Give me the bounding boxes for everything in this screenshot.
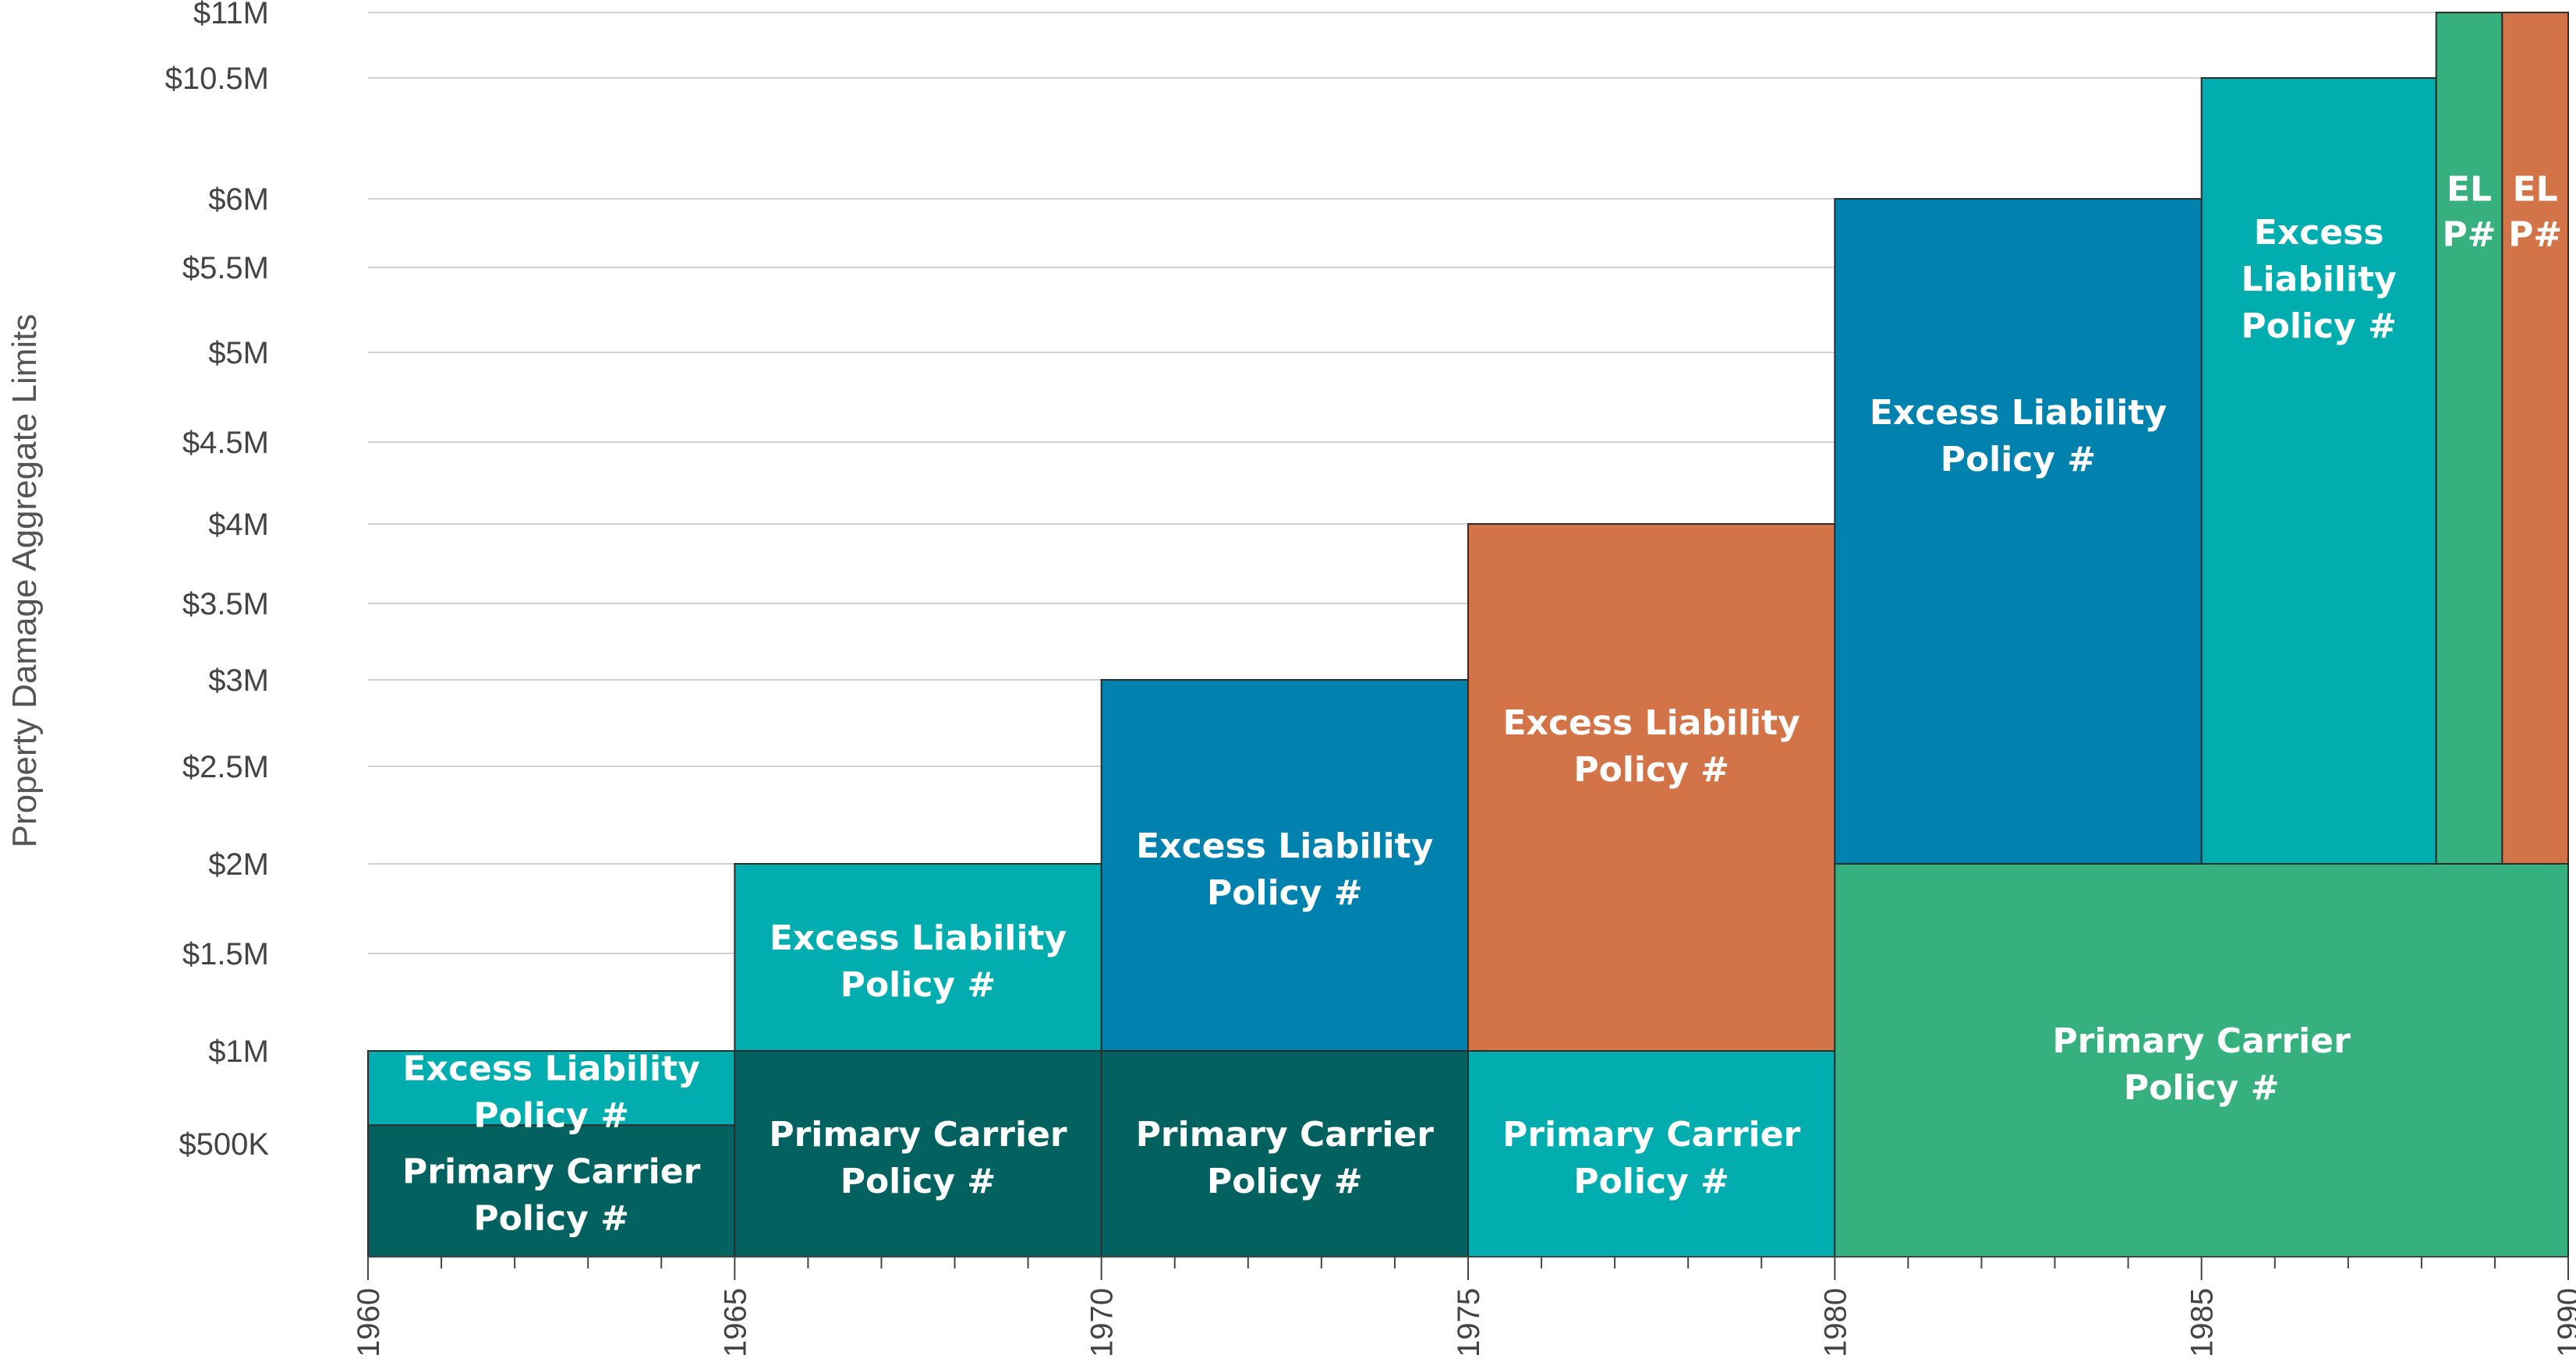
policy-block-label: Policy #: [2241, 306, 2397, 346]
policy-block-rect: [2501, 12, 2570, 865]
policy-block-label: Policy #: [2124, 1068, 2280, 1108]
x-tick-label: 1980: [1818, 1288, 1852, 1357]
y-tick-label: $2M: [208, 847, 269, 882]
policy-block-rect: [1467, 1050, 1836, 1258]
policy-block-el-1989: EL P#: [2501, 12, 2570, 865]
policy-blocks: Primary Carrier Policy # Excess Liability P…: [367, 12, 2570, 1258]
policy-block-excess-1965: Excess Liability Policy #: [734, 863, 1102, 1052]
policy-block-label: Primary Carrier: [1136, 1115, 1435, 1155]
policy-block-label: Policy #: [1207, 1162, 1363, 1201]
policy-block-primary-1980: Primary Carrier Policy #: [1834, 863, 2569, 1258]
y-tick-labels: $500K $1M $1.5M $2M $2.5M $3M $3.5M $4M $4.5M $5M…: [165, 0, 270, 1162]
policy-block-label: Liability: [2242, 260, 2397, 299]
policy-block-label: Excess Liability: [1870, 393, 2167, 433]
policy-block-rect: [1467, 523, 1836, 1052]
policy-block-label: Policy #: [1941, 440, 2097, 479]
policy-block-rect: [2435, 12, 2503, 865]
policy-block-label: Primary Carrier: [1502, 1115, 1801, 1155]
y-tick-label: $5M: [208, 336, 269, 370]
policy-block-rect: [734, 863, 1102, 1052]
policy-block-label: Excess Liability: [403, 1049, 700, 1089]
policy-block-rect: [2200, 77, 2437, 865]
policy-block-label: Policy #: [840, 965, 996, 1005]
y-tick-label: $5.5M: [182, 251, 269, 285]
policy-block-label: P#: [2508, 214, 2562, 254]
policy-block-label: EL: [2513, 169, 2558, 209]
y-tick-label: $11M: [193, 0, 269, 30]
y-tick-label: $1M: [208, 1035, 269, 1069]
policy-block-excess-1960: Excess Liability Policy #: [367, 1049, 736, 1136]
policy-block-label: Primary Carrier: [769, 1115, 1067, 1155]
y-tick-label: $500K: [179, 1127, 269, 1162]
policy-block-label: Policy #: [1207, 873, 1363, 913]
x-tick-label: 1985: [2185, 1288, 2220, 1357]
policy-block-rect: [367, 1050, 736, 1127]
policy-block-label: P#: [2442, 214, 2496, 254]
y-tick-label: $3M: [208, 663, 269, 698]
y-tick-label: $1.5M: [182, 937, 269, 971]
y-tick-label: $4.5M: [182, 426, 269, 460]
policy-block-primary-1970: Primary Carrier Policy #: [1100, 1050, 1469, 1258]
policy-block-label: Primary Carrier: [402, 1152, 701, 1192]
policy-block-label: EL: [2447, 169, 2492, 209]
policy-block-label: Excess Liability: [1503, 703, 1800, 743]
policy-block-excess-1970: Excess Liability Policy #: [1100, 679, 1469, 1052]
y-tick-label: $3.5M: [182, 587, 269, 621]
x-axis: 1960 1965 1970 1975 1980 1985 1990: [352, 1256, 2576, 1357]
policy-block-primary-1960: Primary Carrier Policy #: [367, 1124, 736, 1258]
policy-block-rect: [1834, 198, 2203, 865]
policy-block-label: Excess Liability: [770, 918, 1067, 958]
x-tick-label: 1975: [1452, 1288, 1486, 1357]
policy-block-label: Policy #: [473, 1096, 629, 1136]
policy-block-label: Policy #: [1573, 750, 1729, 790]
x-tick-label: 1970: [1085, 1288, 1120, 1357]
policy-block-label: Excess: [2254, 213, 2384, 253]
policy-block-label: Policy #: [1573, 1162, 1729, 1201]
policy-block-excess-1985: Excess Liability Policy #: [2200, 77, 2437, 865]
policy-block-label: Policy #: [840, 1162, 996, 1201]
policy-block-rect: [1100, 679, 1469, 1052]
y-axis-label: Property Damage Aggregate Limits: [5, 314, 44, 848]
policy-block-label: Policy #: [473, 1199, 629, 1239]
y-tick-label: $10.5M: [165, 62, 269, 96]
policy-block-primary-1975: Primary Carrier Policy #: [1467, 1050, 1836, 1258]
y-tick-label: $2.5M: [182, 750, 269, 784]
policy-block-primary-1965: Primary Carrier Policy #: [734, 1050, 1102, 1258]
policy-block-label: Primary Carrier: [2053, 1021, 2351, 1061]
y-tick-label: $6M: [208, 182, 269, 217]
x-tick-label: 1960: [352, 1288, 386, 1357]
policy-block-el-1988: EL P#: [2435, 12, 2503, 865]
policy-block-excess-1975: Excess Liability Policy #: [1467, 523, 1836, 1052]
policy-block-rect: [1100, 1050, 1469, 1258]
x-tick-label: 1965: [718, 1288, 752, 1357]
policy-block-label: Excess Liability: [1136, 826, 1433, 866]
policy-block-excess-1980: Excess Liability Policy #: [1834, 198, 2203, 865]
x-tick-label: 1990: [2552, 1288, 2576, 1357]
y-tick-label: $4M: [208, 508, 269, 542]
policy-block-rect: [1834, 863, 2569, 1258]
